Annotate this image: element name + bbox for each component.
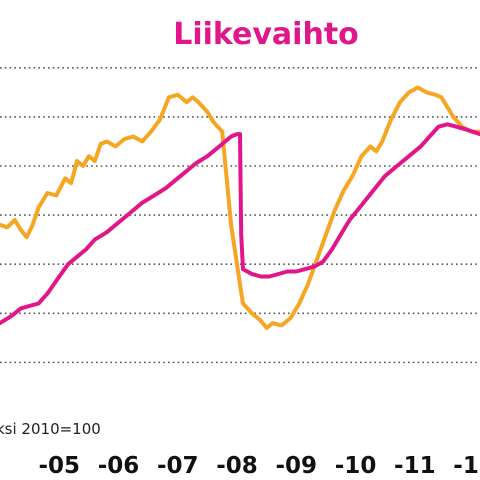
x-tick-label: -11 — [394, 453, 436, 479]
x-tick-label: -08 — [216, 453, 258, 479]
x-tick-label: -09 — [276, 453, 318, 479]
index-note: ksi 2010=100 — [0, 420, 101, 438]
x-axis-tick-labels: -05 -06 -07 -08 -09 -10 -11 -12 — [38, 453, 480, 479]
x-tick-label: -12 — [453, 453, 480, 479]
chart-title: Liikevaihto — [173, 17, 359, 52]
series-lines — [0, 85, 480, 330]
series-line-2 — [0, 122, 480, 326]
x-tick-label: -05 — [38, 453, 80, 479]
x-tick-label: -10 — [335, 453, 377, 479]
x-tick-label: -06 — [98, 453, 140, 479]
x-tick-label: -07 — [157, 453, 199, 479]
series-line-1 — [0, 85, 480, 330]
